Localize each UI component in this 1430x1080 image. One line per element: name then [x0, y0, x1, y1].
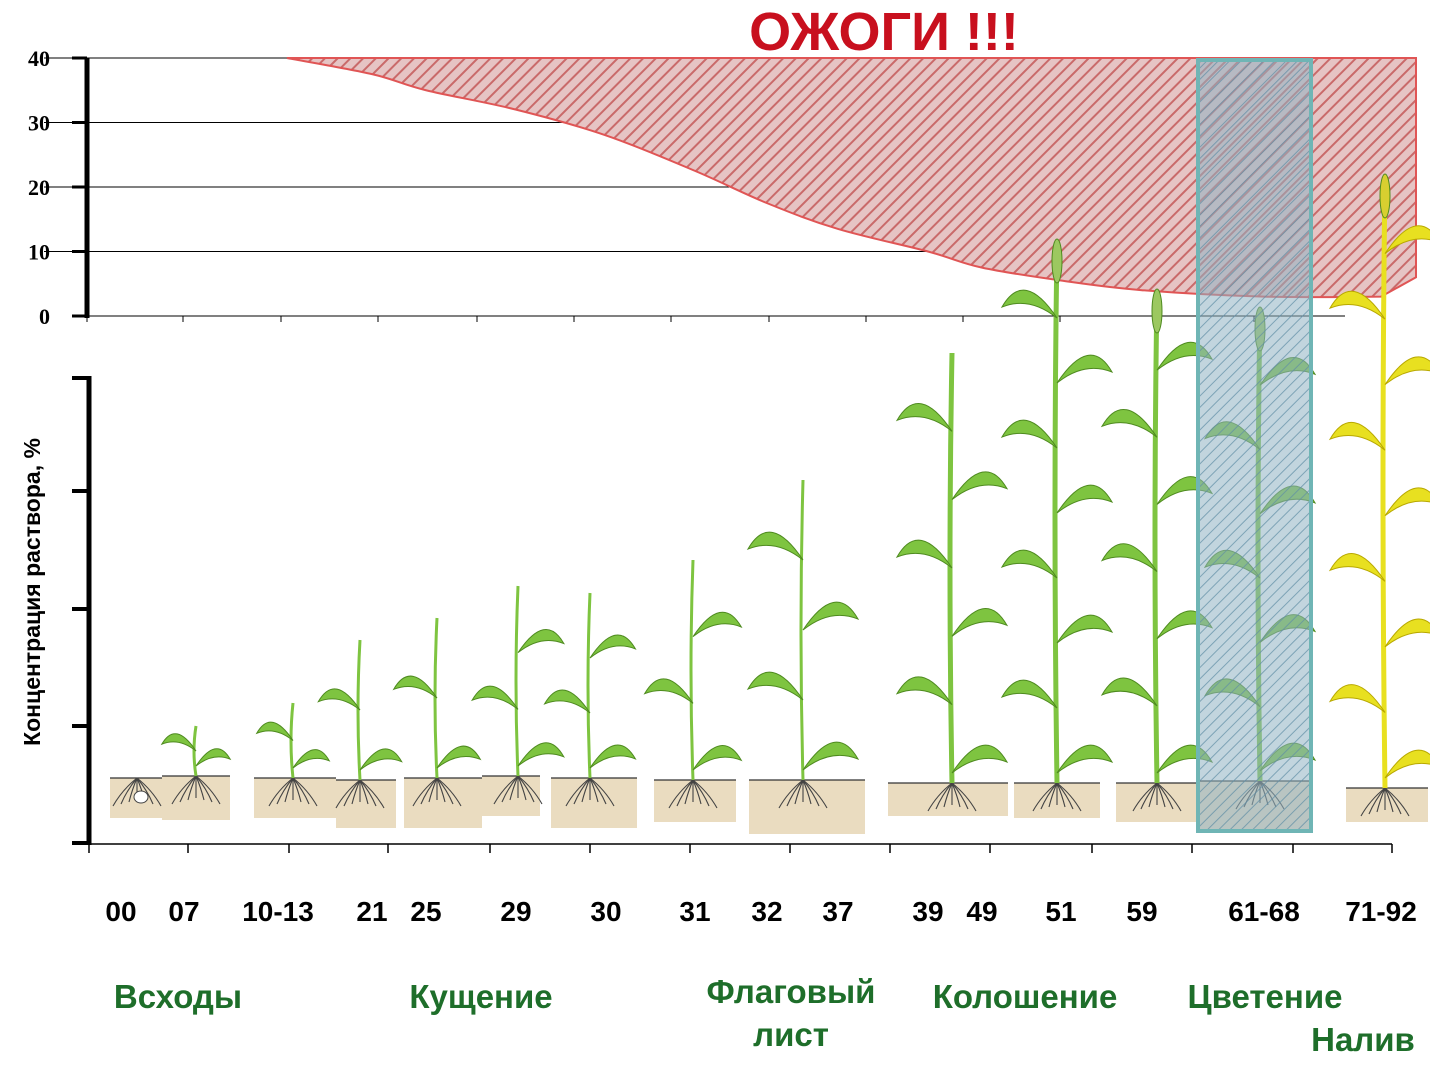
y-tick-label: 0: [39, 304, 50, 329]
plant: [1328, 173, 1430, 822]
y-axis-label: Концентрация раствора, %: [19, 438, 45, 746]
plant: [254, 702, 336, 818]
warning-title: ОЖОГИ !!!: [749, 2, 1019, 62]
phase-label-grain-fill: Налив: [1311, 1021, 1415, 1058]
stage-label-10-13: 10-13: [242, 896, 314, 927]
y-tick-label: 20: [28, 175, 50, 200]
stage-label-51: 51: [1045, 896, 1076, 927]
plant: [392, 617, 482, 828]
y-tick-label: 30: [28, 111, 50, 136]
plant: [746, 479, 865, 834]
stage-label-61-68: 61-68: [1228, 896, 1300, 927]
plant: [110, 777, 170, 818]
stage-label-07: 07: [168, 896, 199, 927]
flowering-highlight: [1196, 58, 1313, 833]
plant: [1000, 238, 1114, 818]
stage-label-37: 37: [822, 896, 853, 927]
stage-label-59: 59: [1126, 896, 1157, 927]
stage-label-29: 29: [500, 896, 531, 927]
plant: [317, 639, 403, 828]
lower-y-ticks: [72, 376, 89, 845]
phase-label-emergence: Всходы: [114, 978, 242, 1015]
stage-label-21: 21: [356, 896, 387, 927]
phase-label-flag-leaf-line2: лист: [753, 1016, 829, 1053]
plant: [543, 592, 637, 828]
stage-label-32: 32: [751, 896, 782, 927]
stage-label-25: 25: [410, 896, 441, 927]
plant: [471, 585, 565, 816]
burn-danger-area: [286, 57, 1417, 299]
lower-x-ticks: [88, 844, 1393, 853]
y-tick-label: 40: [28, 46, 50, 71]
phase-label-flag-leaf-line1: Флаговый: [707, 973, 876, 1010]
stage-label-30: 30: [590, 896, 621, 927]
stage-label-39: 39: [912, 896, 943, 927]
phase-label-tillering: Кущение: [409, 978, 552, 1015]
stage-label-31: 31: [679, 896, 710, 927]
y-tick-label: 10: [28, 240, 50, 265]
y-tick-labels: 40 30 20 10 0: [28, 46, 87, 329]
stage-label-71-92: 71-92: [1345, 896, 1417, 927]
plant: [643, 559, 743, 822]
phase-label-heading: Колошение: [933, 978, 1118, 1015]
plant: [160, 725, 232, 820]
upper-x-ticks: [86, 316, 1255, 322]
stage-label-00: 00: [105, 896, 136, 927]
stage-label-49: 49: [966, 896, 997, 927]
plant: [888, 352, 1009, 816]
phase-label-flowering: Цветение: [1188, 978, 1343, 1015]
plant: [1100, 288, 1214, 822]
